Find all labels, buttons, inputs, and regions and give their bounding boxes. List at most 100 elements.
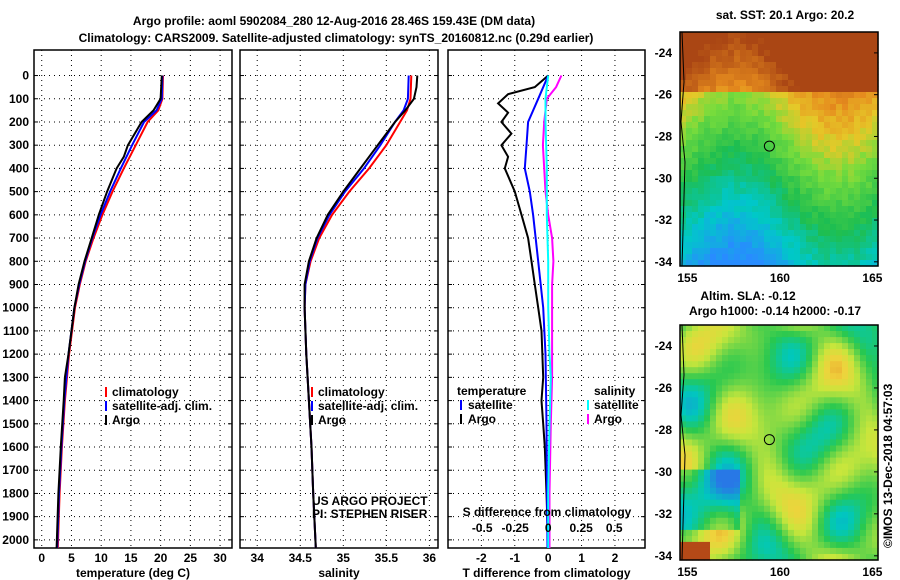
map-cell [734, 152, 741, 159]
map-cell [848, 554, 855, 561]
map-cell [686, 188, 693, 195]
map-cell [866, 415, 873, 422]
map-cell [698, 535, 705, 543]
map-cell [782, 68, 789, 75]
map-cell [782, 475, 789, 483]
map-cell [686, 104, 693, 111]
map-cell [722, 481, 729, 489]
map-cell [788, 439, 795, 447]
map-cell [686, 260, 693, 267]
x-tick-label: -1 [509, 551, 520, 565]
map-cell [872, 164, 879, 171]
map-cell [794, 140, 801, 147]
map-cell [746, 170, 753, 177]
map-cell [860, 445, 867, 453]
map-cell [722, 373, 729, 380]
map-cell [734, 547, 741, 555]
map-cell [842, 152, 849, 159]
map-cell [842, 337, 849, 344]
map-cell [692, 517, 699, 525]
map-cell [836, 38, 843, 45]
map-cell [824, 475, 831, 483]
map-cell [764, 230, 771, 237]
map-cell [866, 134, 873, 141]
map-cell [740, 164, 747, 171]
map-cell [752, 523, 759, 531]
x2-tick-label: -0.5 [472, 521, 493, 535]
map-cell [836, 493, 843, 501]
map-cell [758, 331, 765, 338]
map-cell [692, 248, 699, 255]
map-cell [800, 134, 807, 141]
map-cell [842, 463, 849, 471]
map-cell [710, 463, 717, 471]
map-y-tick-label: -30 [655, 171, 673, 185]
map-cell [758, 158, 765, 165]
map-cell [806, 361, 813, 368]
map-cell [818, 469, 825, 477]
map-cell [776, 98, 783, 105]
map-cell [734, 541, 741, 549]
map-cell [842, 469, 849, 477]
coastline [680, 31, 686, 267]
map-cell [764, 32, 771, 39]
map-cell [716, 134, 723, 141]
map-cell [812, 200, 819, 207]
map-cell [680, 403, 687, 410]
map-cell [836, 194, 843, 201]
map-cell [818, 433, 825, 441]
map-cell [836, 164, 843, 171]
map-cell [848, 260, 855, 267]
temperature-panel: 0100200300400500600700800900100011001200… [2, 49, 233, 580]
map-cell [824, 355, 831, 362]
map-cell [800, 50, 807, 57]
map-cell [710, 439, 717, 447]
map-cell [698, 523, 705, 531]
map-cell [716, 493, 723, 501]
map-cell [788, 554, 795, 561]
map-cell [710, 325, 717, 332]
map-cell [842, 242, 849, 249]
map-cell [752, 176, 759, 183]
map-cell [752, 487, 759, 495]
map-cell [788, 421, 795, 428]
map-cell [818, 505, 825, 513]
map-cell [854, 92, 861, 99]
map-cell [686, 409, 693, 416]
map-cell [836, 248, 843, 255]
map-cell [686, 212, 693, 219]
map-cell [704, 481, 711, 489]
map-cell [788, 134, 795, 141]
map-cell [860, 373, 867, 380]
y-tick-label: 700 [9, 231, 29, 245]
map-cell [758, 403, 765, 410]
map-cell [710, 343, 717, 350]
map-cell [776, 535, 783, 543]
map-cell [788, 50, 795, 57]
map-cell [686, 493, 693, 501]
map-cell [830, 541, 837, 549]
map-cell [812, 128, 819, 135]
map-cell [830, 367, 837, 374]
map-cell [692, 349, 699, 356]
map-cell [818, 511, 825, 519]
map-cell [872, 325, 879, 332]
map-cell [872, 176, 879, 183]
map-cell [794, 170, 801, 177]
map-cell [872, 529, 879, 537]
map-cell [788, 116, 795, 123]
map-cell [710, 248, 717, 255]
map-cell [788, 260, 795, 267]
map-cell [746, 224, 753, 231]
map-cell [734, 176, 741, 183]
map-cell [752, 212, 759, 219]
map-cell [722, 517, 729, 525]
map-cell [800, 367, 807, 374]
map-cell [770, 254, 777, 261]
map-cell [740, 170, 747, 177]
map-cell [854, 355, 861, 362]
map-cell [680, 541, 687, 549]
map-cell [740, 415, 747, 422]
map-cell [686, 439, 693, 447]
map-cell [836, 445, 843, 453]
